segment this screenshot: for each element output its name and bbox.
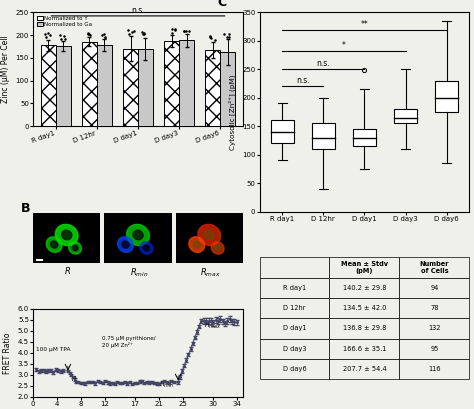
Ellipse shape [204, 230, 214, 240]
Text: $R_{max}$: $R_{max}$ [204, 321, 221, 331]
Ellipse shape [62, 230, 72, 240]
Text: $R_{max}$: $R_{max}$ [201, 267, 221, 279]
Text: n.s.: n.s. [317, 59, 330, 68]
Bar [82, 42, 97, 126]
Bar [220, 52, 235, 126]
Ellipse shape [72, 245, 78, 251]
Ellipse shape [193, 241, 200, 248]
Bar [312, 124, 335, 149]
Y-axis label: Zinc (μM) Per Cell: Zinc (μM) Per Cell [1, 35, 10, 103]
Ellipse shape [133, 230, 143, 240]
Bar [435, 81, 458, 112]
Text: R: R [65, 267, 71, 276]
Bar [353, 129, 376, 146]
Text: 100 μM TPA: 100 μM TPA [36, 347, 71, 352]
Text: R: R [72, 376, 77, 382]
Bar [271, 121, 293, 143]
Ellipse shape [51, 241, 58, 248]
Ellipse shape [144, 245, 149, 251]
Ellipse shape [55, 225, 78, 246]
Text: **: ** [361, 20, 368, 29]
Bar [104, 213, 172, 263]
Ellipse shape [198, 225, 220, 246]
Ellipse shape [215, 245, 220, 251]
Ellipse shape [46, 237, 62, 252]
Text: *: * [342, 41, 346, 50]
Ellipse shape [69, 242, 82, 254]
Bar [33, 213, 100, 263]
Bar [97, 45, 112, 126]
Bar [394, 109, 417, 124]
Ellipse shape [140, 242, 153, 254]
Text: B: B [20, 202, 30, 215]
Y-axis label: FRET Ratio: FRET Ratio [3, 332, 12, 373]
Text: n.s.: n.s. [131, 6, 145, 15]
Ellipse shape [211, 242, 224, 254]
Ellipse shape [118, 237, 133, 252]
Legend: Normalized to Y, Normalized to Ga: Normalized to Y, Normalized to Ga [36, 15, 93, 28]
Ellipse shape [189, 237, 205, 252]
Y-axis label: Cytosolic [Zn²⁺] (pM): Cytosolic [Zn²⁺] (pM) [228, 74, 237, 150]
Text: C: C [218, 0, 227, 9]
Ellipse shape [122, 241, 129, 248]
Text: n.s.: n.s. [296, 76, 310, 85]
Bar [205, 50, 220, 126]
Bar [41, 45, 56, 126]
Bar [56, 46, 71, 126]
Bar [123, 49, 138, 126]
Text: $R_{min}$: $R_{min}$ [159, 380, 175, 390]
Ellipse shape [127, 225, 149, 246]
Bar [176, 213, 243, 263]
Text: $R_{min}$: $R_{min}$ [130, 267, 149, 279]
Text: 0.75 μM pyrithione/
20 μM Zn²⁺: 0.75 μM pyrithione/ 20 μM Zn²⁺ [102, 336, 155, 348]
Bar [164, 41, 179, 126]
Bar [138, 49, 153, 126]
Bar [179, 40, 194, 126]
